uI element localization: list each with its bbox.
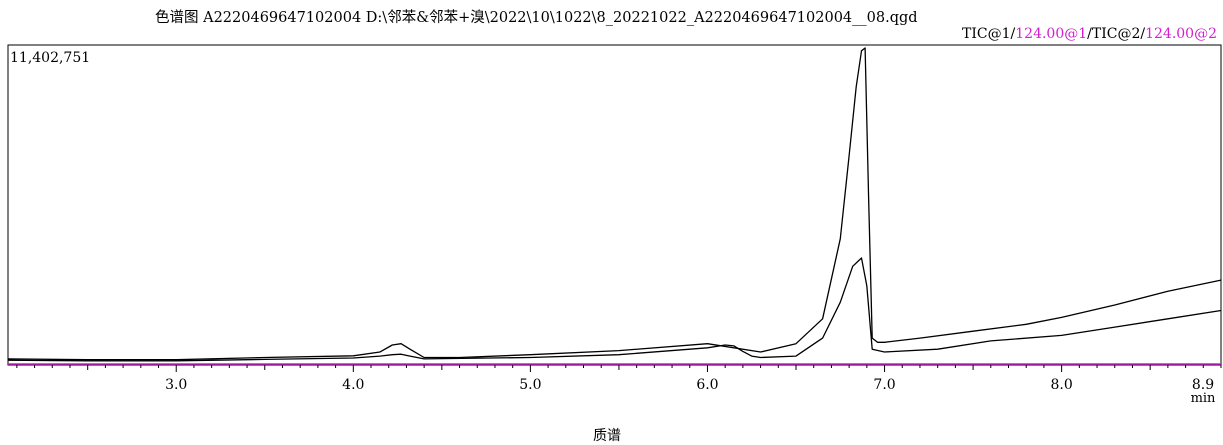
x-tick-label: 8.9 [1192,377,1214,393]
section-label: 质谱 [593,428,621,444]
x-tick-label: 4.0 [342,377,364,393]
x-tick-label: 5.0 [519,377,541,393]
tic-trace-2 [7,257,1222,362]
x-axis-unit: min [1191,391,1216,406]
legend-mass2: 124.00@2 [1145,26,1217,42]
x-tick-label: 7.0 [873,377,895,393]
x-tick-label: 8.0 [1050,377,1072,393]
plot-frame [7,44,1222,366]
chromatogram-title: 色谱图 A2220469647102004 D:\邻苯&邻苯+溴\2022\10… [155,10,918,26]
legend-tic1: TIC@1/ [962,26,1016,42]
x-tick-label: 6.0 [696,377,718,393]
legend-tic2: TIC@2/ [1091,26,1146,42]
legend-sep: / [1087,26,1092,42]
x-tick-label: 3.0 [165,377,187,393]
tic-trace-1 [7,47,1222,361]
legend-mass1: 124.00@1 [1015,26,1088,42]
series-layer [7,47,1222,362]
y-max-label: 11,402,751 [10,50,90,66]
x-axis: 3.0 4.0 5.0 6.0 7.0 8.0 8.9 [16,365,1222,393]
trace-legend: TIC@1/124.00@1/TIC@2/124.00@2 [962,26,1217,42]
